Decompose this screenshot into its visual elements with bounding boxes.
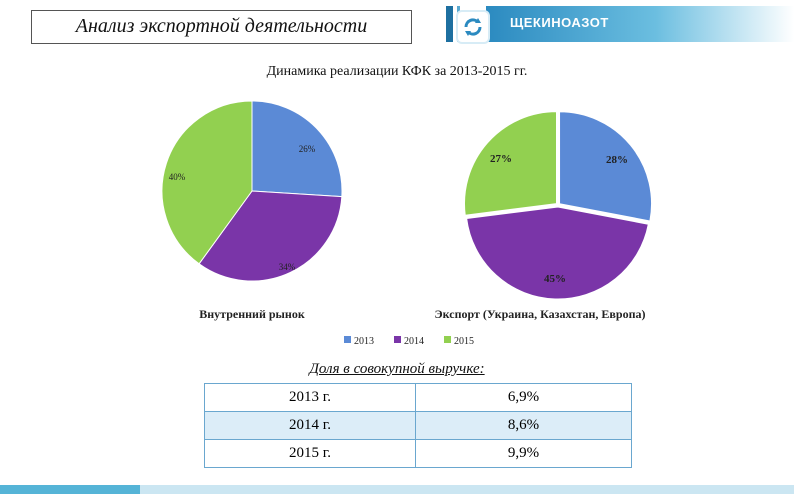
pie-slice-2015 [161, 100, 253, 265]
pie-export-caption: Экспорт (Украина, Казахстан, Европа) [434, 307, 645, 321]
brand-fill [486, 6, 794, 42]
brand-banner: ЩЕКИНОАЗОТ [446, 6, 794, 44]
share-year: 2015 г. [204, 439, 416, 468]
pie-slice-2014 [198, 190, 343, 282]
pie-slice-2014 [466, 206, 649, 300]
share-value: 8,6% [415, 411, 632, 440]
table-row: 2013 г. 6,9% [204, 383, 632, 412]
legend-swatch-2015 [444, 336, 451, 343]
footer-bar-accent [0, 485, 140, 494]
brand-name: ЩЕКИНОАЗОТ [510, 15, 609, 30]
pie-data-label: 28% [606, 154, 628, 166]
pie-slice-2015 [464, 111, 557, 216]
table-row: 2014 г. 8,6% [204, 411, 632, 440]
legend-label-2015: 2015 [454, 336, 474, 347]
brand-stripe [446, 6, 453, 42]
legend-swatch-2013 [344, 336, 351, 343]
pie-export: 28% 45% 27% [464, 111, 653, 300]
legend-label-2013: 2013 [354, 336, 374, 347]
title-box: Анализ экспортной деятельности [31, 10, 412, 44]
legend-label-2014: 2014 [404, 336, 424, 347]
charts-area: 26% 34% 40% 28% 45% 27% Внутренний рынок Экс… [161, 100, 653, 347]
chart-subtitle: Динамика реализации КФК за 2013-2015 гг. [266, 64, 528, 79]
share-value: 6,9% [415, 383, 632, 412]
share-caption: Доля в совокупной выручке: [309, 361, 485, 377]
share-year: 2014 г. [204, 411, 416, 440]
pie-domestic: 26% 34% 40% [161, 100, 343, 282]
share-year: 2013 г. [204, 383, 416, 412]
table-row: 2015 г. 9,9% [204, 439, 632, 468]
footer-bar [140, 485, 794, 494]
share-table: 2013 г. 6,9% 2014 г. 8,6% 2015 г. 9,9% [204, 383, 632, 468]
pie-slice-2013 [251, 100, 343, 198]
pie-data-label: 40% [169, 172, 186, 182]
share-value: 9,9% [415, 439, 632, 468]
pie-data-label: 45% [544, 273, 566, 285]
pie-slice-2013 [559, 111, 653, 222]
pie-domestic-caption: Внутренний рынок [199, 307, 305, 321]
pie-data-label: 34% [279, 262, 296, 272]
chart-legend: 2013 2014 2015 [344, 336, 474, 347]
pie-data-label: 26% [299, 144, 316, 154]
pie-data-label: 27% [490, 153, 512, 165]
page-title: Анализ экспортной деятельности [75, 15, 368, 37]
legend-swatch-2014 [394, 336, 401, 343]
company-logo-icon [458, 12, 488, 42]
